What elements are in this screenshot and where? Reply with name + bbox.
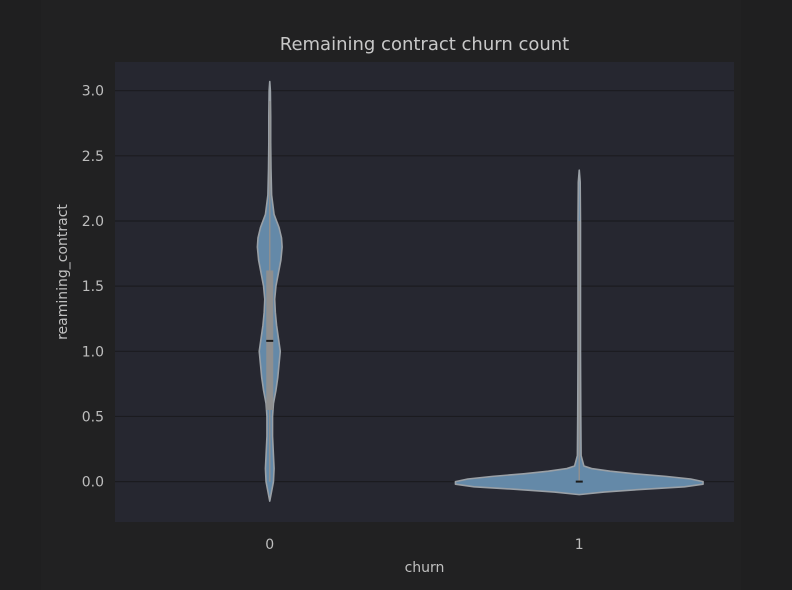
violin-0 (256, 80, 283, 502)
y-tick-label: 1.5 (82, 279, 104, 295)
y-tick-label: 3.0 (82, 84, 104, 100)
y-tick-label: 1.0 (82, 344, 104, 360)
violins (256, 80, 704, 502)
y-tick-label: 0.0 (82, 475, 104, 491)
y-tick-label: 2.0 (82, 214, 104, 230)
chart-title: Remaining contract churn count (280, 34, 570, 55)
y-tick-labels: 0.0 0.5 1.0 1.5 2.0 2.5 3.0 (82, 84, 104, 491)
x-tick-label: 0 (265, 537, 274, 553)
y-tick-label: 0.5 (82, 409, 104, 425)
grid-lines (115, 90, 734, 483)
x-tick-label: 1 (575, 537, 584, 553)
x-axis-label: churn (405, 560, 445, 576)
plot-area (115, 62, 734, 522)
y-tick-label: 2.5 (82, 149, 104, 165)
y-axis-label: reamining_contract (55, 204, 71, 340)
violin-1 (454, 169, 704, 496)
